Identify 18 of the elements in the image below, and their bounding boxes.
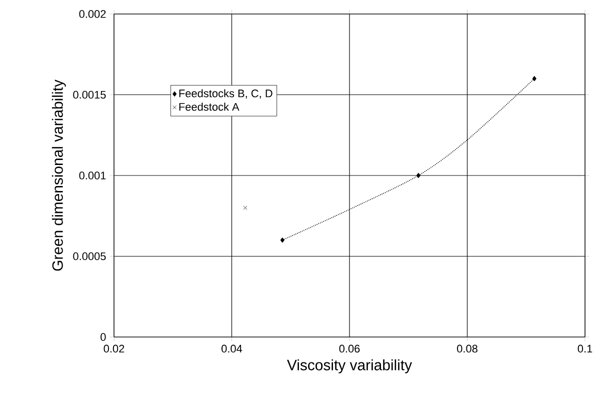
y-tick-label: 0.002 <box>79 10 106 18</box>
point <box>280 237 284 243</box>
y-tick-label: 0.001 <box>79 172 106 180</box>
x-tick-label: 0.1 <box>578 344 592 353</box>
y-axis-title: Green dimensional variability <box>52 80 66 271</box>
y-tick-label: 0.0015 <box>73 90 106 99</box>
y-tick-label: 0.0005 <box>73 252 106 260</box>
point <box>416 172 420 178</box>
point <box>532 76 536 82</box>
y-tick-label: 0 <box>100 333 106 341</box>
x-axis-title: Viscosity variability <box>287 359 412 374</box>
x-tick-label: 0.04 <box>222 344 242 353</box>
x-tick-label: 0.06 <box>339 344 360 353</box>
point <box>243 206 248 210</box>
legend-label: Feedstock A <box>179 102 240 111</box>
x-tick-label: 0.08 <box>457 344 478 353</box>
legend-label: Feedstocks B, C, D <box>179 89 272 99</box>
x-tick-label: 0.02 <box>104 344 124 353</box>
